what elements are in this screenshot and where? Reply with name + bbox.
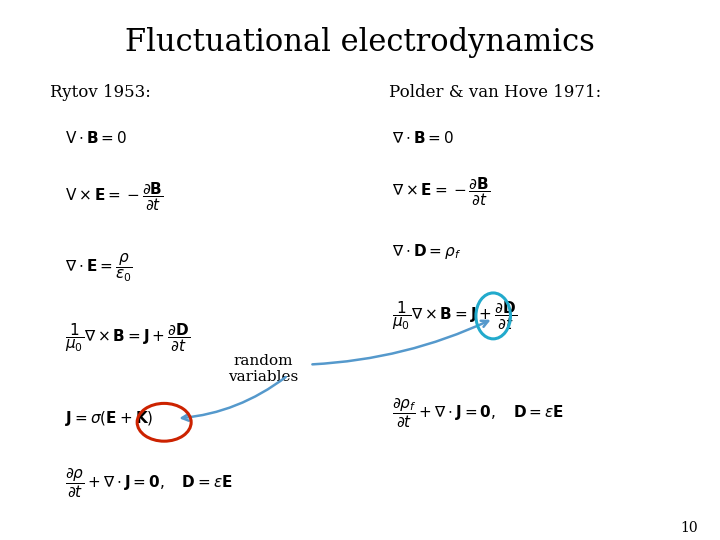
Text: Fluctuational electrodynamics: Fluctuational electrodynamics xyxy=(125,27,595,58)
Text: Polder & van Hove 1971:: Polder & van Hove 1971: xyxy=(389,84,601,100)
Text: $\dfrac{\partial \rho_f}{\partial t} + \nabla \cdot \mathbf{J} = \mathbf{0}, \qu: $\dfrac{\partial \rho_f}{\partial t} + \… xyxy=(392,396,564,430)
Text: Rytov 1953:: Rytov 1953: xyxy=(50,84,151,100)
Text: $\nabla \cdot \mathbf{E} = \dfrac{\rho}{\varepsilon_0}$: $\nabla \cdot \mathbf{E} = \dfrac{\rho}{… xyxy=(65,251,132,284)
Text: $\nabla \cdot \mathbf{D} = \rho_f$: $\nabla \cdot \mathbf{D} = \rho_f$ xyxy=(392,241,462,261)
Text: $\dfrac{1}{\mu_0} \nabla \times \mathbf{B} = \mathbf{J} + \dfrac{\partial \mathb: $\dfrac{1}{\mu_0} \nabla \times \mathbf{… xyxy=(65,321,190,354)
Text: $\mathbf{J} = \sigma(\mathbf{E} + \mathbf{K})$: $\mathbf{J} = \sigma(\mathbf{E} + \mathb… xyxy=(65,409,153,428)
Text: random
variables: random variables xyxy=(228,354,298,384)
Text: $\dfrac{1}{\mu_0} \nabla \times \mathbf{B} = \mathbf{J} + \dfrac{\partial \mathb: $\dfrac{1}{\mu_0} \nabla \times \mathbf{… xyxy=(392,300,518,332)
Text: $\dfrac{\partial \rho}{\partial t} + \nabla \cdot \mathbf{J} = \mathbf{0}, \quad: $\dfrac{\partial \rho}{\partial t} + \na… xyxy=(65,467,233,500)
Text: $\mathrm{V} \times \mathbf{E} = -\dfrac{\partial \mathbf{B}}{\partial t}$: $\mathrm{V} \times \mathbf{E} = -\dfrac{… xyxy=(65,181,163,213)
Text: $\nabla \cdot \mathbf{B} = 0$: $\nabla \cdot \mathbf{B} = 0$ xyxy=(392,130,454,146)
Text: $\nabla \times \mathbf{E} = -\dfrac{\partial \mathbf{B}}{\partial t}$: $\nabla \times \mathbf{E} = -\dfrac{\par… xyxy=(392,176,491,208)
Text: $\mathrm{V} \cdot \mathbf{B} = 0$: $\mathrm{V} \cdot \mathbf{B} = 0$ xyxy=(65,130,127,146)
Text: 10: 10 xyxy=(681,521,698,535)
